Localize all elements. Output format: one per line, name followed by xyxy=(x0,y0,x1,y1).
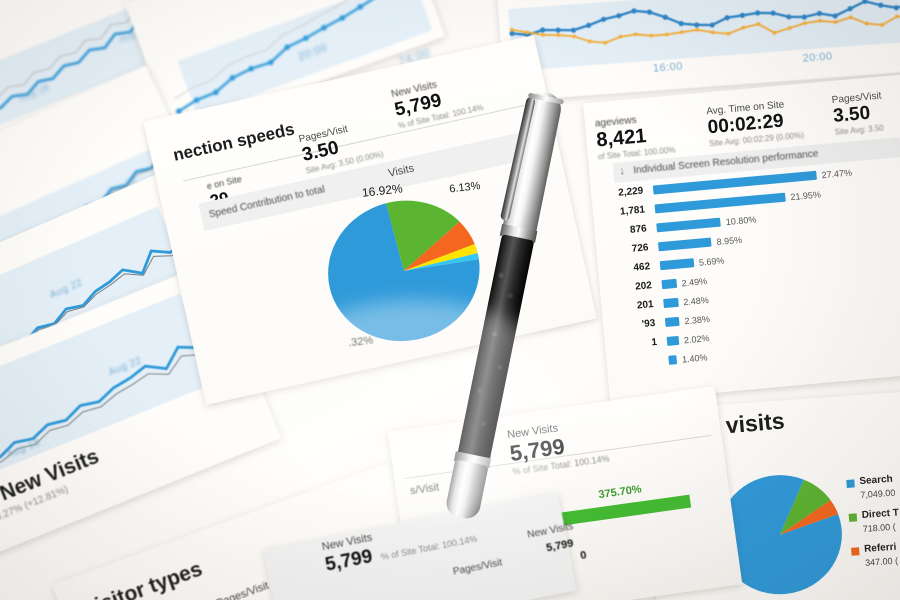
top-right-line-chart xyxy=(509,0,900,45)
average-progress-value: 375.70% xyxy=(597,483,643,502)
bar-percent-label: 8.95% xyxy=(716,234,743,248)
bar-category-label: 202 xyxy=(634,280,653,293)
legend-label: Referri xyxy=(863,541,897,555)
screen-resolution-sheet: ageviews 8,421 of Site Total: 100.00% Av… xyxy=(583,73,900,403)
legend-label: Search xyxy=(859,473,894,488)
metric-pages-visit: Pages/Visit 3.50 Site Avg: 3.50 xyxy=(831,91,884,137)
visitor-types-title: isitor types xyxy=(92,557,206,600)
traffic-sources-pie-chart xyxy=(717,475,842,595)
legend-swatch-search xyxy=(846,479,855,488)
new-visits-benchmark-sheet: Aug 18 Aug 22 71.37% New Visits Benchmar… xyxy=(0,261,282,589)
legend-swatch-referring xyxy=(851,547,860,556)
bar-percent-label: 1.40% xyxy=(681,352,708,365)
bar xyxy=(657,237,712,252)
bar-percent-label: 2.48% xyxy=(682,295,710,308)
bar-category-label: 726 xyxy=(631,242,649,255)
bar-category-label xyxy=(606,356,658,361)
benchmark-line-chart xyxy=(0,335,218,508)
tick-label: 16:00 xyxy=(652,60,684,75)
bar xyxy=(668,355,678,365)
bar xyxy=(654,192,786,214)
bar-percent-label: 21.95% xyxy=(789,189,822,203)
metric-avg-time: Avg. Time on Site 00:02:29 Site Avg: 00:… xyxy=(706,98,804,148)
bar-category-label: 2,229 xyxy=(617,185,644,199)
metric-pageviews: ageviews 8,421 of Site Total: 100.00% xyxy=(594,112,675,162)
speeds-line-chart xyxy=(174,0,415,115)
bar-percent-label: 27.47% xyxy=(821,167,853,181)
speeds-line-chart-sheet: 20:00 xyxy=(124,0,446,136)
bar xyxy=(666,335,680,346)
bar xyxy=(661,278,678,290)
bar-percent-label: 2.38% xyxy=(683,313,711,327)
tick-label: 20:00 xyxy=(802,50,834,65)
bar-percent-label: 5.69% xyxy=(698,255,725,268)
top-right-chart-sheet: 16:00 20:00 xyxy=(496,0,900,102)
bar-category-label: 201 xyxy=(636,299,655,312)
metric-new-visits: New Visits 5,799 % of Site Total: 100.14… xyxy=(506,416,610,477)
bar-percent-label: 2.49% xyxy=(681,276,708,289)
bar-category-label: 1,781 xyxy=(619,204,646,218)
bar-category-label: 462 xyxy=(633,261,651,274)
pen-tip xyxy=(444,459,489,521)
bar xyxy=(663,297,679,309)
bar-percent-label: 10.80% xyxy=(725,214,757,228)
metric-new-visits: New Visits 5,799 % of Site Total: 100.14… xyxy=(390,71,484,130)
bar xyxy=(659,258,695,271)
collapse-arrow-icon[interactable]: ↓ xyxy=(618,165,626,178)
bar xyxy=(656,217,722,233)
legend-swatch-direct xyxy=(848,513,858,522)
bar-percent-label: 2.02% xyxy=(683,333,710,346)
bar-category-label: 876 xyxy=(629,223,648,236)
bar-category-label: '93 xyxy=(641,317,656,331)
connection-speeds-sheet: nection speeds e on Site 29 02:29 (0.00%… xyxy=(143,35,597,405)
bar-category-label: 1 xyxy=(650,336,658,349)
screen-resolution-bar-chart: 2,229 27.47% 1,781 21.95% 876 10.80% 726 8.95% 4… xyxy=(591,159,900,388)
bar xyxy=(664,316,680,328)
speed-contribution-pie-chart xyxy=(328,200,480,342)
